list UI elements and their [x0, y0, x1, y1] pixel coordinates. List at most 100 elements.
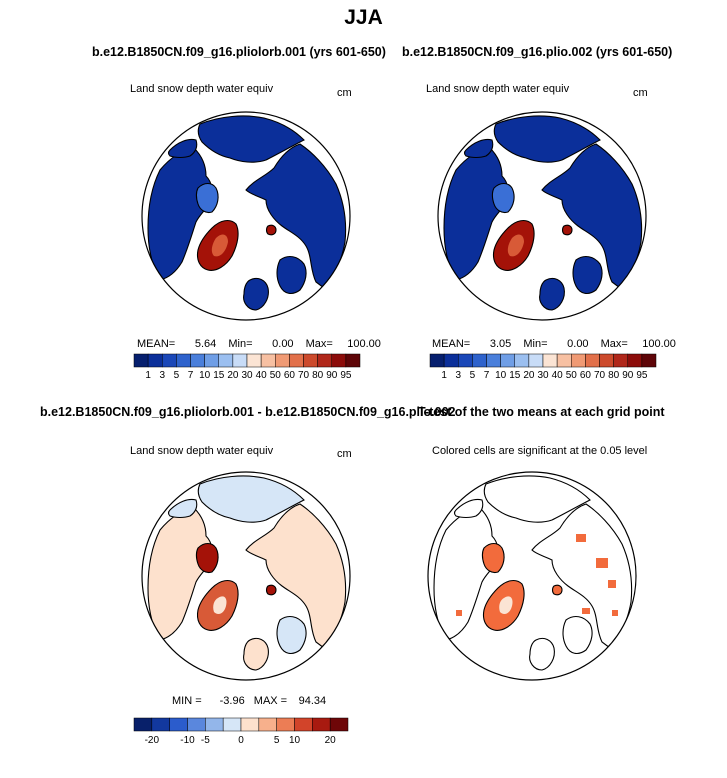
panel-1-colorbar-label-14: 90 [326, 370, 338, 381]
panel-3-colorbar-box-11 [312, 717, 331, 732]
panel-1-max-value: 100.00 [347, 338, 381, 350]
panel-3-land-europe-s [243, 637, 269, 671]
panel-1-colorbar-label-7: 20 [227, 370, 239, 381]
panel-1-land-namerica [147, 147, 213, 281]
panel-1-title: b.e12.B1850CN.f09_g16.pliolorb.001 (yrs … [92, 45, 386, 59]
panel-2-stats: MEAN= 3.05 Min= 0.00 Max= 100.00 [432, 338, 676, 350]
panel-2-land-archip [491, 182, 515, 214]
panel-2-colorbar-label-8: 30 [537, 370, 549, 381]
panel-1-min-label: Min= [228, 338, 253, 350]
panel-4-land-europe [562, 615, 593, 655]
panel-2-land-eurasia-east [493, 115, 601, 163]
panel-1-colorbar-label-8: 30 [241, 370, 253, 381]
panel-2-land-island1 [561, 224, 573, 236]
panel-3-map [141, 471, 351, 681]
panel-1-colorbar-box-3 [162, 353, 177, 368]
panel-2-max-label: Max= [600, 338, 628, 350]
panel-2-greenland-interior [507, 234, 524, 257]
panel-4-title: T-test of the two means at each grid poi… [418, 405, 665, 419]
panel-1-colorbar-box-12 [289, 353, 304, 368]
panel-3-stats: MIN = -3.96 MAX = 94.34 [172, 695, 326, 707]
panel-1-colorbar-label-15: 95 [340, 370, 352, 381]
panel-4-signif-cell-1 [576, 534, 586, 542]
panel-3-max-value: 94.34 [298, 695, 327, 707]
panel-2-units-label: cm [633, 87, 648, 99]
panel-1-colorbar-label-11: 60 [284, 370, 296, 381]
panel-1-colorbar-label-2: 3 [159, 370, 165, 381]
panel-2-colorbar-label-11: 60 [580, 370, 592, 381]
panel-2-colorbar-box-5 [486, 353, 501, 368]
panel-3-colorbar-label-3: -5 [201, 735, 210, 746]
panel-4-signif-cell-3 [608, 580, 616, 588]
panel-2-min-label: Min= [523, 338, 548, 350]
panel-1-colorbar-box-14 [317, 353, 332, 368]
panel-1-colorbar-label-5: 10 [199, 370, 211, 381]
panel-2-colorbar-label-1: 1 [441, 370, 447, 381]
panel-4-land-archip [481, 542, 505, 574]
panel-3-colorbar-label-7: 20 [325, 735, 337, 746]
panel-3-land-eurasia [245, 503, 347, 649]
panel-4-map [427, 471, 637, 681]
panel-3-colorbar-box-3 [169, 717, 188, 732]
panel-4-land-europe-s [529, 637, 555, 671]
panel-2-colorbar-box-13 [599, 353, 614, 368]
panel-4-signif-cell-2 [596, 558, 608, 568]
panel-4-annotation: Colored cells are significant at the 0.0… [432, 445, 648, 457]
panel-3-land-europe [276, 615, 307, 655]
panel-1-colorbar-label-10: 50 [270, 370, 282, 381]
panel-2-colorbar-label-15: 95 [636, 370, 648, 381]
panel-1-colorbar-label-3: 5 [174, 370, 180, 381]
panel-2-colorbar-label-13: 80 [608, 370, 620, 381]
panel-2-variable-label: Land snow depth water equiv [426, 83, 570, 95]
panel-1-colorbar-box-8 [232, 353, 248, 368]
panel-1-variable-label: Land snow depth water equiv [130, 83, 274, 95]
panel-1-map-border [141, 111, 351, 321]
panel-3-colorbar: -20 -10 -5 0 5 10 20 [133, 717, 349, 746]
panel-2-colorbar-box-15 [627, 353, 643, 368]
panel-3-units-label: cm [337, 448, 352, 460]
panel-4-greenland-interior [499, 596, 513, 614]
panel-2-max-value: 100.00 [642, 338, 676, 350]
panel-1-map [141, 111, 351, 321]
panel-2-land-europe [572, 255, 603, 295]
panel-2-colorbar: 1 3 5 7 10 15 20 30 40 50 60 70 80 90 95 [429, 353, 657, 381]
panel-1-max-label: Max= [305, 338, 333, 350]
panel-1-land-island1 [265, 224, 277, 236]
panel-3-min-value: -3.96 [219, 695, 245, 707]
panel-3-colorbar-box-10 [294, 717, 313, 732]
panel-3-colorbar-label-2: -10 [180, 735, 195, 746]
panel-1-units-label: cm [337, 87, 352, 99]
panel-2-colorbar-label-6: 15 [509, 370, 521, 381]
panel-4-signif-cell-4 [582, 608, 590, 614]
panel-1-colorbar-box-1 [133, 353, 149, 368]
panel-2-map-content [438, 112, 646, 320]
panel-2-mean-label: MEAN= [432, 338, 471, 350]
panel-2-mean-value: 3.05 [489, 338, 512, 350]
panel-2-colorbar-label-7: 20 [523, 370, 535, 381]
panel-3-title: b.e12.B1850CN.f09_g16.pliolorb.001 - b.e… [40, 405, 456, 419]
panel-4-land-alaska [453, 498, 484, 519]
panel-1-colorbar-label-13: 80 [312, 370, 324, 381]
panel-3-land-eurasia-east [197, 475, 305, 523]
panel-2-colorbar-box-7 [514, 353, 530, 368]
panel-3-colorbar-label-1: -20 [145, 735, 160, 746]
panel-2-colorbar-box-2 [443, 353, 459, 368]
panel-4-map-border [427, 471, 637, 681]
panel-4-signif-cell-6 [612, 610, 618, 616]
panel-2-colorbar-label-12: 70 [594, 370, 606, 381]
panel-2-land-europe-s [539, 277, 565, 311]
panel-2-colorbar-box-6 [500, 353, 515, 368]
panel-1-colorbar-label-12: 70 [298, 370, 310, 381]
panel-2-colorbar-box-14 [613, 353, 628, 368]
panel-2-colorbar-label-2: 3 [455, 370, 461, 381]
panel-1-colorbar-box-2 [147, 353, 163, 368]
panel-1-colorbar-label-1: 1 [145, 370, 151, 381]
panel-2-colorbar-box-4 [472, 353, 487, 368]
panel-2-land-alaska [463, 138, 494, 159]
panel-1-land-europe [276, 255, 307, 295]
panel-2-colorbar-label-14: 90 [622, 370, 634, 381]
panel-1-land-eurasia-east [197, 115, 305, 163]
panel-2-colorbar-label-4: 7 [484, 370, 490, 381]
panel-3-max-label: MAX = [253, 695, 288, 707]
panel-3-map-content [142, 472, 350, 680]
